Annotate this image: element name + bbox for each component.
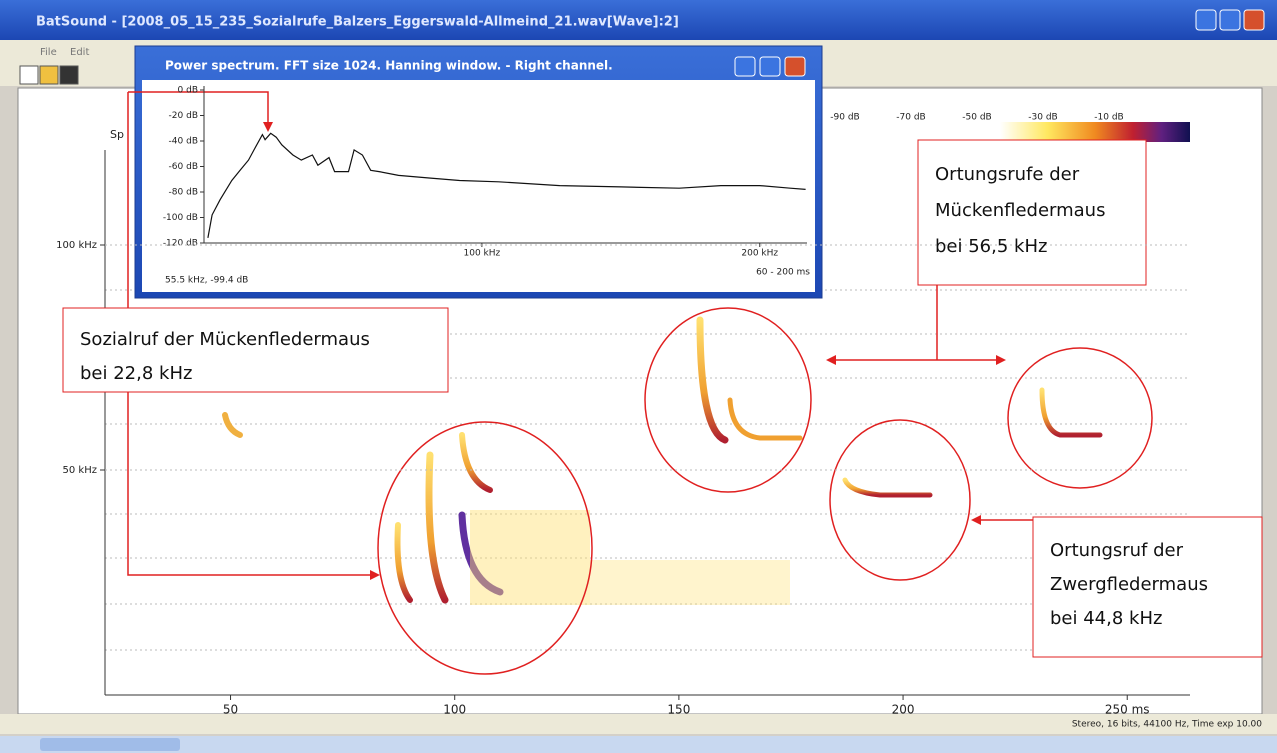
y-tick-label: -40 dB [169,137,198,147]
y-tick-label: 50 kHz [63,465,97,476]
y-tick-label: -100 dB [163,213,198,223]
title-bar [0,0,1277,40]
cursor-readout: 55.5 kHz, -99.4 dB [165,276,248,286]
menu-item[interactable]: Edit [70,47,89,58]
annotation-text: bei 22,8 kHz [80,363,192,384]
status-text: Stereo, 16 bits, 44100 Hz, Time exp 10.0… [1072,720,1262,730]
annotation-box [62,307,449,393]
colorbar-label: -90 dB [830,113,859,123]
arrow-heads [263,122,1006,580]
colorbar-label: -70 dB [896,113,925,123]
spectrum-plot [142,80,815,292]
close-button[interactable] [1243,9,1265,31]
maximize-button[interactable] [759,56,781,77]
scrollbar[interactable] [0,736,1277,753]
y-tick-label: -120 dB [163,239,198,249]
annotation-text: Ortungsrufe der [935,164,1080,185]
x-tick-label: 100 [443,703,466,717]
scroll-thumb[interactable] [40,738,180,751]
y-tick-label: 100 kHz [56,240,97,251]
colorbar-label: -50 dB [962,113,991,123]
save-button[interactable] [59,65,79,85]
annotation-shapes [127,91,1153,675]
window-title: BatSound - [2008_05_15_235_Sozialrufe_Ba… [36,15,679,30]
annotation-box [917,139,1147,286]
colorbar-label: -30 dB [1028,113,1057,123]
annotation-text: Mückenfledermaus [935,200,1105,221]
new-button[interactable] [19,65,39,85]
x-tick-label: 50 [223,703,238,717]
spectrogram-image [222,316,1103,605]
spectrum-window-title: Power spectrum. FFT size 1024. Hanning w… [165,59,613,73]
y-tick-label: -80 dB [169,188,198,198]
x-tick-label: 250 ms [1105,703,1150,717]
annotation-text: bei 44,8 kHz [1050,608,1162,629]
spectrum-line [207,132,806,239]
spectrogram-label: Sp [110,128,124,141]
annotation-text: Sozialruf der Mückenfledermaus [80,329,370,350]
x-tick-label: 200 kHz [741,249,778,259]
minimize-button[interactable] [1195,9,1217,31]
time-range: 60 - 200 ms [756,268,810,278]
x-tick-label: 150 [667,703,690,717]
y-tick-label: -20 dB [169,111,198,121]
x-tick-label: 100 kHz [464,249,501,259]
color-bar [1000,122,1190,142]
annotation-text: Ortungsruf der [1050,540,1184,561]
x-tick-label: 200 [892,703,915,717]
colorbar-label: -10 dB [1094,113,1123,123]
minimize-button[interactable] [734,56,756,77]
y-tick-label: -60 dB [169,162,198,172]
status-bar [0,714,1277,734]
annotation-text: Zwergfledermaus [1050,574,1208,595]
y-tick-label: 0 dB [178,86,198,96]
close-button[interactable] [784,56,806,77]
open-button[interactable] [39,65,59,85]
menu-item[interactable]: File [40,47,57,58]
annotation-box [1032,516,1263,658]
maximize-button[interactable] [1219,9,1241,31]
annotation-text: bei 56,5 kHz [935,236,1047,257]
